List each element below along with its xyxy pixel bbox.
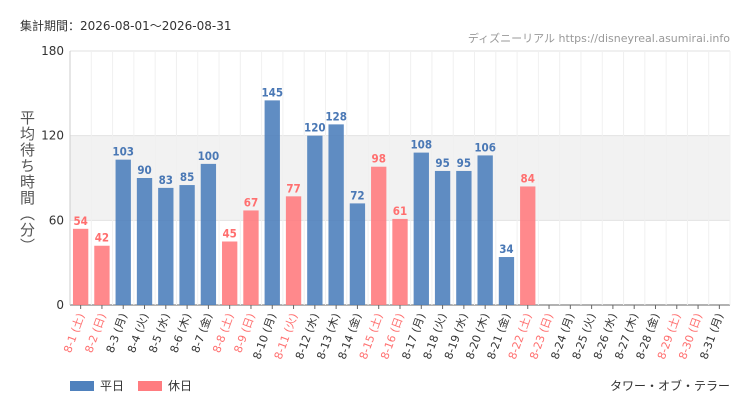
legend-swatch-holiday bbox=[138, 380, 163, 391]
bar-value-label: 77 bbox=[286, 181, 300, 195]
bar-value-label: 72 bbox=[350, 188, 364, 202]
legend-item-weekday[interactable]: 平日 bbox=[70, 377, 124, 394]
aggregation-period: 集計期間：2026-08-01〜2026-08-31 bbox=[20, 19, 232, 33]
bar-8-21 (金) bbox=[498, 257, 515, 305]
bar-value-label: 100 bbox=[198, 149, 220, 163]
legend-item-holiday[interactable]: 休日 bbox=[138, 377, 192, 394]
bar-value-label: 106 bbox=[474, 140, 496, 154]
bar-8-17 (月) bbox=[413, 152, 429, 305]
bar-8-14 (金) bbox=[349, 203, 366, 305]
bar-8-15 (土) bbox=[371, 166, 387, 305]
bar-8-5 (水) bbox=[158, 187, 174, 305]
bar-8-10 (月) bbox=[264, 100, 280, 305]
bar-8-6 (木) bbox=[179, 185, 195, 305]
y-tick-label: 0 bbox=[56, 298, 64, 312]
bar-8-8 (土) bbox=[222, 241, 238, 305]
bar-8-22 (土) bbox=[520, 186, 536, 305]
bar-8-3 (月) bbox=[115, 159, 131, 305]
y-tick-label: 60 bbox=[49, 213, 64, 227]
legend-label-holiday: 休日 bbox=[168, 379, 193, 393]
bar-8-4 (火) bbox=[136, 178, 153, 305]
bar-value-label: 98 bbox=[372, 152, 386, 166]
attraction-name: タワー・オブ・テラー bbox=[609, 379, 730, 393]
bar-8-1 (土) bbox=[72, 228, 89, 305]
legend-swatch-weekday bbox=[70, 380, 94, 391]
bar-value-label: 45 bbox=[222, 227, 236, 241]
bar-value-label: 67 bbox=[244, 195, 258, 209]
bar-8-19 (水) bbox=[456, 170, 472, 305]
legend-label-weekday: 平日 bbox=[100, 379, 125, 393]
y-tick-label: 180 bbox=[41, 44, 64, 58]
bar-value-label: 34 bbox=[499, 242, 513, 256]
bar-value-label: 90 bbox=[137, 163, 151, 177]
bar-8-16 (日) bbox=[392, 218, 408, 305]
bar-value-label: 128 bbox=[325, 109, 347, 123]
bar-value-label: 95 bbox=[457, 156, 471, 170]
bar-value-label: 95 bbox=[435, 156, 449, 170]
source-credit: ディズニーリアル https://disneyreal.asumirai.inf… bbox=[467, 32, 730, 45]
chart-legend: 平日 休日 bbox=[70, 377, 206, 394]
bar-value-label: 83 bbox=[159, 173, 173, 187]
bar-8-2 (日) bbox=[94, 245, 110, 305]
bar-8-20 (木) bbox=[477, 155, 493, 305]
bar-value-label: 145 bbox=[261, 85, 283, 99]
y-tick-label: 120 bbox=[41, 129, 64, 143]
bar-value-label: 61 bbox=[393, 204, 407, 218]
bar-value-label: 108 bbox=[410, 138, 432, 152]
y-axis-label: 平均待ち時間（分） bbox=[18, 110, 36, 254]
bar-value-label: 103 bbox=[112, 145, 134, 159]
bar-8-11 (火) bbox=[285, 196, 302, 305]
bar-8-18 (火) bbox=[434, 170, 451, 305]
bar-value-label: 54 bbox=[73, 214, 87, 228]
bar-8-7 (金) bbox=[200, 163, 217, 305]
bar-value-label: 42 bbox=[95, 231, 109, 245]
bar-8-13 (木) bbox=[328, 124, 344, 305]
bar-8-12 (水) bbox=[307, 135, 323, 305]
bar-value-label: 84 bbox=[521, 171, 535, 185]
bar-value-label: 85 bbox=[180, 170, 194, 184]
bar-value-label: 120 bbox=[304, 121, 326, 135]
bar-8-9 (日) bbox=[243, 210, 259, 305]
